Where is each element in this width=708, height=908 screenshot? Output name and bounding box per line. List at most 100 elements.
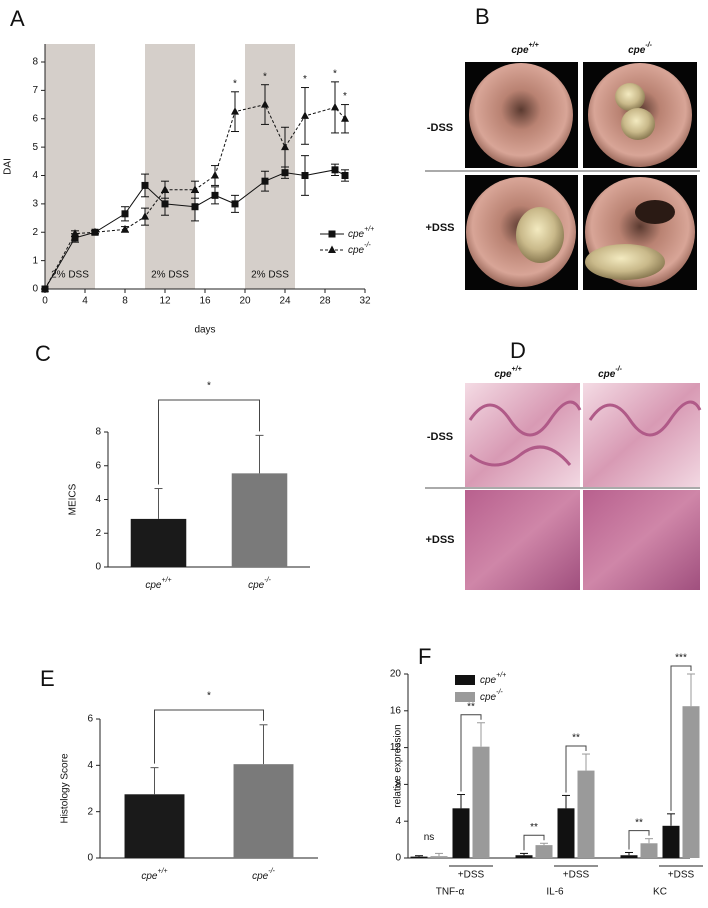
- bar: [662, 825, 680, 858]
- marker: [281, 142, 289, 151]
- significance-label: **: [467, 701, 475, 712]
- x-tick-label: cpe-/-: [252, 868, 275, 882]
- bar: [233, 764, 294, 858]
- marker: [261, 100, 269, 108]
- column-label: cpe+/+: [511, 42, 538, 56]
- column-label: cpe+/+: [494, 366, 521, 380]
- endoscopy-images: [425, 62, 700, 290]
- y-tick-label: 8: [32, 57, 38, 68]
- band-label: 2% DSS: [51, 270, 89, 281]
- marker: [301, 172, 309, 179]
- marker: [191, 203, 199, 211]
- y-tick-label: 6: [87, 714, 93, 725]
- legend-swatch: [455, 675, 475, 685]
- marker: [141, 212, 149, 220]
- y-tick-label: 2: [87, 806, 93, 817]
- x-tick-label: cpe+/+: [145, 577, 171, 591]
- row-label: -DSS: [427, 122, 453, 134]
- y-tick-label: 6: [95, 460, 101, 471]
- panel-letter: D: [510, 338, 526, 363]
- significance-label: **: [635, 817, 643, 828]
- significance-star: *: [333, 69, 337, 80]
- significance-label: ns: [424, 832, 435, 843]
- marker: [281, 169, 289, 177]
- y-tick-label: 4: [87, 760, 93, 771]
- marker: [328, 245, 336, 253]
- significance-label: **: [530, 822, 538, 833]
- marker: [141, 181, 149, 189]
- significance-star: *: [343, 91, 347, 102]
- legend-label: cpe+/+: [348, 226, 374, 240]
- marker: [121, 224, 129, 233]
- x-tick-label: 12: [159, 296, 171, 307]
- treatment-band: [145, 44, 195, 289]
- x-tick-label: +DSS: [563, 870, 590, 881]
- bar: [577, 770, 595, 858]
- y-tick-label: 12: [390, 742, 402, 753]
- x-tick-label: +DSS: [668, 870, 695, 881]
- significance-bracket: [460, 714, 482, 792]
- x-tick-label: 16: [199, 296, 211, 307]
- significance-label: ***: [675, 653, 687, 664]
- bar: [231, 473, 288, 567]
- x-tick-label: cpe+/+: [141, 868, 167, 882]
- bar: [640, 843, 658, 858]
- column-label: cpe-/-: [628, 42, 653, 56]
- legend-swatch: [455, 692, 475, 702]
- significance-star: *: [263, 71, 267, 82]
- marker: [161, 185, 169, 193]
- significance-star: *: [207, 381, 211, 392]
- y-tick-label: 0: [87, 853, 93, 864]
- marker: [211, 191, 219, 199]
- y-tick-label: 8: [95, 427, 101, 438]
- bar: [472, 746, 490, 858]
- bar: [515, 855, 533, 858]
- x-tick-label: 4: [82, 296, 88, 307]
- marker: [121, 210, 129, 218]
- histology-images: [425, 383, 702, 590]
- significance-bracket: [523, 834, 545, 851]
- marker: [41, 284, 49, 292]
- y-tick-label: 4: [395, 816, 401, 827]
- x-tick-label: 24: [279, 296, 291, 307]
- marker: [231, 107, 239, 115]
- bar: [430, 856, 448, 858]
- marker: [191, 185, 199, 193]
- y-axis-label: Histology Score: [60, 753, 71, 823]
- band-label: 2% DSS: [151, 270, 189, 281]
- significance-bracket: [158, 399, 260, 485]
- marker: [328, 230, 336, 238]
- marker: [91, 227, 99, 236]
- y-axis-label: DAI: [3, 158, 14, 175]
- legend-label: cpe-/-: [348, 242, 371, 256]
- y-tick-label: 1: [32, 255, 38, 266]
- y-tick-label: 20: [390, 669, 402, 680]
- significance-star: *: [303, 74, 307, 85]
- marker: [331, 166, 339, 174]
- y-tick-label: 4: [32, 170, 38, 181]
- bar: [124, 794, 185, 858]
- x-tick-label: 28: [319, 296, 331, 307]
- significance-bracket: [670, 665, 692, 811]
- panel-letter: A: [10, 6, 25, 31]
- band-label: 2% DSS: [251, 270, 289, 281]
- group-label: IL-6: [546, 887, 564, 898]
- y-tick-label: 6: [32, 113, 38, 124]
- significance-bracket: [154, 709, 264, 764]
- marker: [341, 172, 349, 179]
- column-label: cpe-/-: [598, 366, 623, 380]
- marker: [341, 114, 349, 122]
- y-axis-label: MEICS: [68, 483, 79, 515]
- bar: [682, 706, 700, 858]
- row-label: +DSS: [425, 222, 454, 234]
- x-axis-label: days: [194, 325, 215, 336]
- y-axis-label: relative expression: [393, 724, 404, 807]
- marker: [231, 200, 239, 208]
- panel-letter: C: [35, 341, 51, 366]
- panel-letter: F: [418, 644, 431, 669]
- y-tick-label: 2: [32, 227, 38, 238]
- bar: [535, 845, 553, 858]
- significance-star: *: [207, 691, 211, 702]
- series-line: [44, 103, 346, 290]
- x-tick-label: 32: [359, 296, 371, 307]
